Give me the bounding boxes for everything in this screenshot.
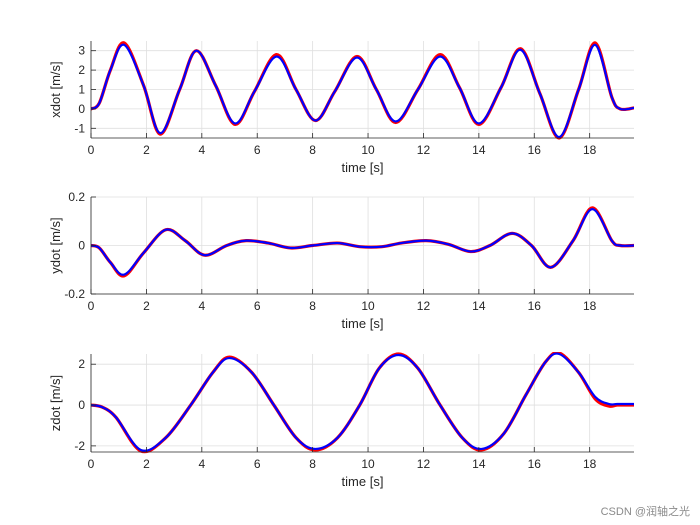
x-tick-label: 12 [417, 299, 431, 313]
x-tick-label: 4 [198, 143, 205, 157]
x-tick-label: 16 [528, 299, 542, 313]
y-tick-label: 3 [78, 44, 85, 58]
x-tick-label: 2 [143, 299, 150, 313]
x-tick-label: 14 [472, 457, 486, 471]
x-tick-label: 2 [143, 143, 150, 157]
x-tick-label: 12 [417, 143, 431, 157]
x-tick-label: 10 [361, 457, 375, 471]
x-tick-label: 8 [309, 143, 316, 157]
x-tick-label: 14 [472, 143, 486, 157]
y-tick-label: 2 [78, 63, 85, 77]
y-tick-label: 0 [78, 102, 85, 116]
x-tick-label: 18 [583, 299, 597, 313]
y-axis-label: zdot [m/s] [48, 375, 63, 431]
x-tick-label: 8 [309, 457, 316, 471]
y-tick-label: 2 [78, 357, 85, 371]
x-axis-label: time [s] [342, 316, 384, 331]
watermark: CSDN @润轴之光 [601, 504, 690, 518]
y-tick-label: -0.2 [64, 287, 85, 301]
x-tick-label: 6 [254, 457, 261, 471]
x-tick-label: 16 [528, 143, 542, 157]
x-axis-label: time [s] [342, 474, 384, 489]
x-tick-label: 10 [361, 143, 375, 157]
y-tick-label: 0.2 [68, 190, 85, 204]
x-tick-label: 14 [472, 299, 486, 313]
x-tick-label: 6 [254, 299, 261, 313]
x-tick-label: 0 [88, 143, 95, 157]
y-tick-label: -1 [74, 121, 85, 135]
x-tick-label: 10 [361, 299, 375, 313]
x-tick-label: 2 [143, 457, 150, 471]
x-tick-label: 18 [583, 457, 597, 471]
y-tick-label: 0 [78, 398, 85, 412]
y-tick-label: -2 [74, 439, 85, 453]
x-tick-label: 0 [88, 299, 95, 313]
x-tick-label: 16 [528, 457, 542, 471]
x-tick-label: 8 [309, 299, 316, 313]
x-tick-label: 12 [417, 457, 431, 471]
y-tick-label: 0 [78, 239, 85, 253]
x-tick-label: 0 [88, 457, 95, 471]
y-tick-label: 1 [78, 83, 85, 97]
x-tick-label: 4 [198, 457, 205, 471]
x-tick-label: 4 [198, 299, 205, 313]
x-tick-label: 18 [583, 143, 597, 157]
x-tick-label: 6 [254, 143, 261, 157]
series-line-actual [91, 208, 634, 276]
y-axis-label: ydot [m/s] [48, 217, 63, 273]
y-axis-label: xdot [m/s] [48, 61, 63, 117]
series-line-actual [91, 43, 634, 139]
series-line-actual [91, 352, 634, 452]
x-axis-label: time [s] [342, 160, 384, 175]
